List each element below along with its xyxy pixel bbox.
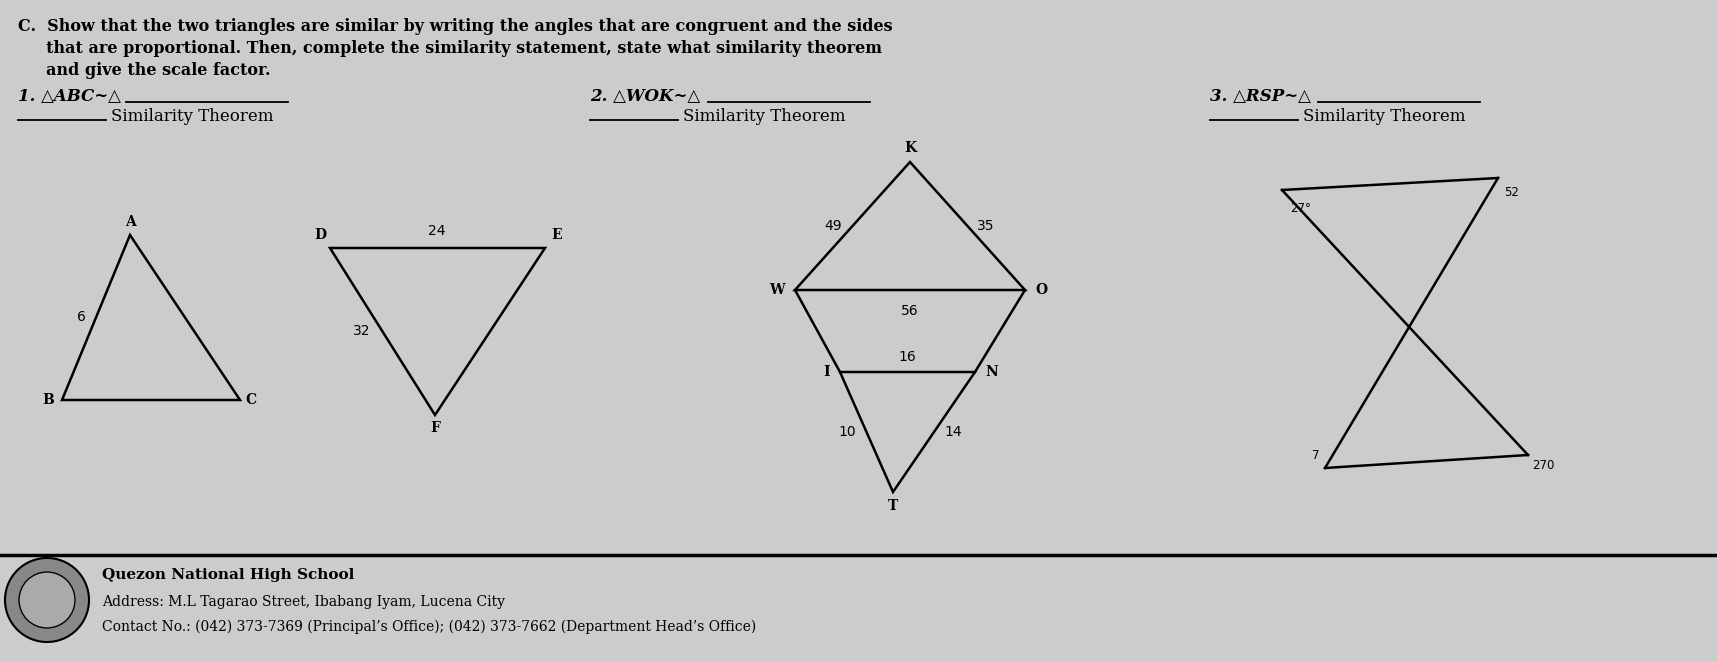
Text: 35: 35 — [977, 219, 994, 233]
Text: 56: 56 — [901, 304, 919, 318]
Text: D: D — [314, 228, 326, 242]
Text: 14: 14 — [944, 425, 962, 439]
Text: K: K — [903, 141, 917, 155]
Text: and give the scale factor.: and give the scale factor. — [17, 62, 271, 79]
Text: 10: 10 — [838, 425, 857, 439]
Text: O: O — [1035, 283, 1047, 297]
Text: A: A — [125, 215, 136, 229]
Text: F: F — [429, 421, 440, 435]
Text: Similarity Theorem: Similarity Theorem — [112, 108, 273, 125]
Text: C: C — [246, 393, 256, 407]
Text: Similarity Theorem: Similarity Theorem — [1303, 108, 1466, 125]
Text: 270: 270 — [1532, 459, 1554, 472]
Text: 24: 24 — [428, 224, 446, 238]
Text: 27°: 27° — [1289, 202, 1310, 215]
Text: E: E — [551, 228, 561, 242]
Text: 1. △ABC~△: 1. △ABC~△ — [17, 88, 120, 105]
Text: W: W — [769, 283, 785, 297]
Text: 16: 16 — [898, 350, 915, 364]
Text: 2. △WOK~△: 2. △WOK~△ — [591, 88, 701, 105]
Text: 7: 7 — [1312, 449, 1319, 462]
Text: 32: 32 — [352, 324, 369, 338]
Text: 3. △RSP~△: 3. △RSP~△ — [1210, 88, 1310, 105]
Text: N: N — [986, 365, 998, 379]
Text: Address: M.L Tagarao Street, Ibabang Iyam, Lucena City: Address: M.L Tagarao Street, Ibabang Iya… — [101, 595, 505, 609]
Text: Contact No.: (042) 373-7369 (Principal’s Office); (042) 373-7662 (Department Hea: Contact No.: (042) 373-7369 (Principal’s… — [101, 620, 755, 634]
Text: that are proportional. Then, complete the similarity statement, state what simil: that are proportional. Then, complete th… — [17, 40, 883, 57]
Text: T: T — [888, 499, 898, 513]
Text: B: B — [43, 393, 53, 407]
Text: 49: 49 — [824, 219, 841, 233]
Circle shape — [5, 558, 89, 642]
Text: Similarity Theorem: Similarity Theorem — [683, 108, 845, 125]
Text: C.  Show that the two triangles are similar by writing the angles that are congr: C. Show that the two triangles are simil… — [17, 18, 893, 35]
Text: I: I — [824, 365, 829, 379]
Text: 52: 52 — [1504, 186, 1520, 199]
Text: Quezon National High School: Quezon National High School — [101, 568, 354, 582]
Circle shape — [19, 572, 76, 628]
Text: 6: 6 — [77, 310, 86, 324]
